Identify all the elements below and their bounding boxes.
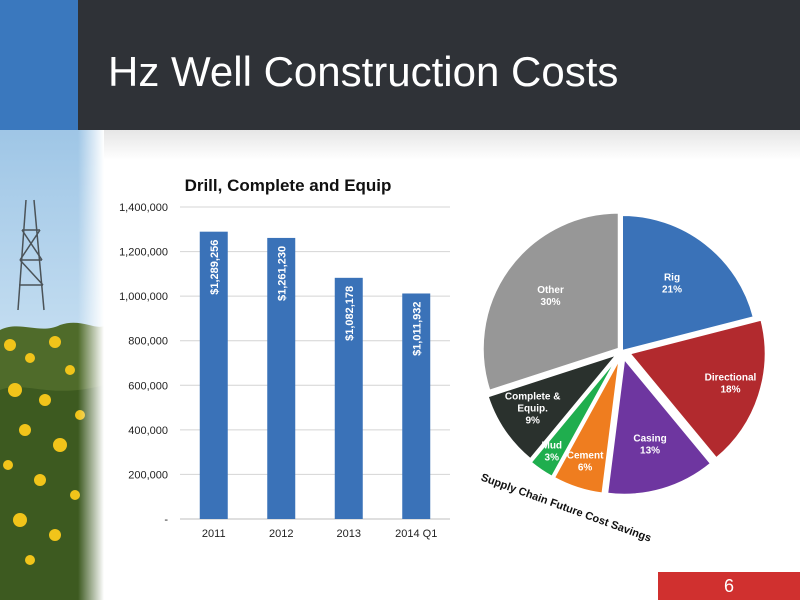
pie-slice-label: Equip.: [517, 404, 548, 415]
pie-slice-label: Directional: [705, 372, 757, 383]
pie-slice: [621, 213, 755, 353]
bar-chart-y-axis: - 200,000 400,000 600,000 800,000 1,000,000 1,…: [119, 202, 168, 526]
x-tick-label: 2014 Q1: [395, 528, 437, 540]
y-tick-label: 400,000: [128, 425, 168, 437]
pie-slice-label: Casing: [633, 433, 666, 444]
bar-value-label: $1,082,178: [344, 286, 356, 341]
y-tick-label: 1,400,000: [119, 202, 168, 214]
bar: [199, 231, 228, 519]
pie-slice: [486, 352, 621, 461]
bar-chart: Drill, Complete and Equip - 200,000 400,00…: [119, 176, 450, 540]
bar-chart-bars: $1,289,256 $1,261,230 $1,082,178 $1,011,932: [199, 231, 431, 519]
pie-slice-label: Other: [537, 285, 564, 296]
pie-chart-slices: [481, 211, 767, 496]
y-tick-label: -: [164, 514, 168, 526]
pie-slice: [481, 211, 620, 392]
bar: [267, 237, 296, 519]
pie-slice-label: 30%: [541, 297, 561, 308]
y-tick-label: 600,000: [128, 380, 168, 392]
pie-slice-label: 21%: [662, 285, 682, 296]
pie-slice-label: 13%: [640, 445, 660, 456]
x-tick-label: 2013: [337, 528, 361, 540]
y-tick-label: 800,000: [128, 336, 168, 348]
x-tick-label: 2012: [269, 528, 293, 540]
pie-slice-label: 6%: [578, 463, 593, 474]
pie-slice-label: 3%: [545, 452, 560, 463]
y-tick-label: 1,000,000: [119, 291, 168, 303]
bar-chart-title: Drill, Complete and Equip: [185, 176, 392, 195]
oil-rig-photo: [0, 130, 104, 600]
y-tick-label: 1,200,000: [119, 247, 168, 259]
pie-slice-label: Mud: [541, 440, 562, 451]
bar: [402, 293, 431, 519]
pie-slice-label: Complete &: [505, 392, 561, 403]
pie-slice-label: Cement: [567, 451, 604, 462]
header-accent-bar: [0, 0, 78, 130]
y-tick-label: 200,000: [128, 469, 168, 481]
bar-value-label: $1,011,932: [411, 301, 423, 355]
slide-header: Hz Well Construction Costs: [0, 0, 800, 130]
pie-slice-label: Rig: [664, 273, 680, 284]
pie-slice-label: 18%: [720, 384, 740, 395]
pie-slice: [627, 318, 767, 460]
page-number: 6: [658, 572, 800, 600]
bar-value-label: $1,289,256: [209, 240, 221, 295]
bar: [334, 277, 363, 519]
pie-slice: [529, 356, 619, 479]
x-tick-label: 2011: [202, 528, 226, 540]
pie-slice: [552, 358, 621, 495]
bar-chart-x-axis: 2011 2012 2013 2014 Q1: [202, 528, 437, 540]
content-shadow: [78, 130, 800, 160]
pie-slice: [606, 356, 713, 496]
slide-title: Hz Well Construction Costs: [108, 48, 619, 95]
pie-slice-label: 9%: [525, 416, 540, 427]
bar-value-label: $1,261,230: [276, 246, 288, 301]
